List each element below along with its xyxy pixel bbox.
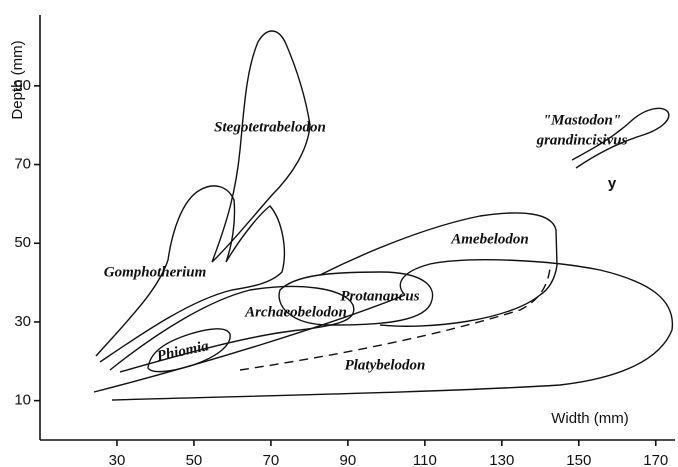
x-axis-label: Width (mm) — [551, 410, 629, 427]
stegotetrabelodon-outline — [211, 30, 311, 263]
x-tick-label: 70 — [263, 452, 280, 467]
y-axis-label: Depth (mm) — [9, 40, 26, 119]
mastodon-outline — [571, 107, 670, 169]
region-label: Platybelodon — [345, 357, 426, 373]
region-label: Archaeobelodon — [244, 304, 347, 320]
gomphotherium-outline — [95, 185, 285, 363]
y-tick-label: 90 — [14, 77, 31, 94]
x-tick-label: 130 — [489, 452, 514, 467]
x-tick-label: 50 — [186, 452, 203, 467]
y-tick-label: 50 — [14, 234, 31, 251]
platybelodon-outline — [93, 259, 674, 401]
x-tick-label: 170 — [643, 452, 668, 467]
archaeobelodon-outline — [109, 285, 355, 373]
x-tick-label: 90 — [340, 452, 357, 467]
region-label: Amebelodon — [450, 231, 529, 247]
x-tick-label: 30 — [109, 452, 126, 467]
region-label: "Mastodon" — [543, 112, 621, 128]
x-tick-label: 110 — [413, 452, 437, 467]
y-tick-label: 10 — [14, 392, 31, 409]
region-label: Stegotetrabelodon — [214, 119, 326, 135]
region-outlines — [93, 30, 674, 401]
platybelodon-dashed — [239, 267, 551, 371]
y-tick-label: 70 — [14, 156, 31, 173]
amebelodon-outline — [319, 212, 558, 327]
y-tick-label: 30 — [14, 313, 31, 330]
region-label: Gomphotherium — [104, 264, 207, 280]
protanancus-outline — [278, 271, 434, 326]
annotation: y — [608, 175, 617, 192]
region-label: grandincisivus — [536, 132, 628, 148]
region-label: Protanancus — [340, 288, 419, 304]
x-tick-label: 150 — [566, 452, 591, 467]
